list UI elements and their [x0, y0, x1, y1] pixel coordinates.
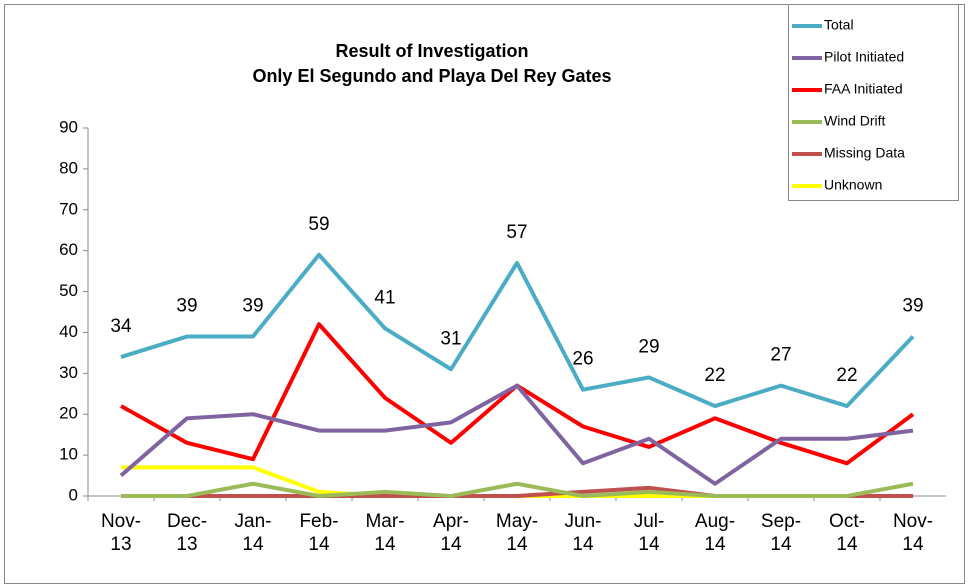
- data-label: 41: [374, 287, 395, 308]
- x-tick-label-box: Dec-13: [166, 511, 208, 555]
- y-tick-label: 30: [59, 363, 78, 382]
- x-tick-label-box: Feb-14: [299, 511, 339, 555]
- series-line: [120, 252, 915, 409]
- data-label: 22: [836, 365, 857, 386]
- data-label: 39: [176, 296, 197, 317]
- x-tick-label: Jul-14: [633, 511, 665, 555]
- x-tick-label: Oct-14: [829, 511, 865, 555]
- legend-label: Pilot Initiated: [824, 49, 904, 65]
- y-tick-label: 90: [59, 117, 78, 136]
- data-label: 22: [704, 365, 725, 386]
- data-label: 39: [902, 296, 923, 317]
- x-tick-label-box: Mar-14: [365, 511, 405, 555]
- series-line: [119, 383, 914, 486]
- y-tick-label: 50: [59, 281, 78, 300]
- x-tick-label-box: Sep-14: [760, 511, 802, 555]
- y-tick-label: 60: [59, 240, 78, 259]
- y-tick-label: 10: [59, 445, 78, 464]
- x-tick-label: Dec-13: [166, 511, 208, 555]
- x-tick-label: Feb-14: [299, 511, 339, 555]
- data-label: 31: [440, 328, 461, 349]
- x-tick-label: Nov-13: [100, 511, 142, 555]
- x-tick-label-box: Oct-14: [829, 511, 865, 555]
- x-tick-label: Jun-14: [564, 511, 602, 555]
- legend-label: Total: [824, 17, 854, 33]
- x-tick-label: Nov-14: [892, 511, 934, 555]
- x-tick-label-box: Nov-13: [100, 511, 142, 555]
- legend-label: Missing Data: [824, 145, 905, 161]
- x-tick-label: Sep-14: [760, 511, 802, 555]
- x-tick-label-box: Nov-14: [892, 511, 934, 555]
- data-label: 26: [572, 349, 593, 370]
- y-tick-label: 70: [59, 199, 78, 218]
- legend-label: FAA Initiated: [824, 81, 903, 97]
- x-tick-label: Aug-14: [694, 511, 736, 555]
- data-label: 34: [110, 316, 132, 337]
- x-tick-label: Apr-14: [433, 511, 469, 555]
- data-label: 39: [242, 296, 263, 317]
- y-tick-label: 40: [59, 322, 78, 341]
- x-tick-label-box: Aug-14: [694, 511, 736, 555]
- x-tick-label-box: May-14: [495, 511, 539, 555]
- y-tick-label: 0: [69, 485, 78, 504]
- legend-label: Unknown: [824, 177, 882, 193]
- data-label: 27: [770, 345, 791, 366]
- chart-title: Result of Investigation: [335, 41, 528, 61]
- y-tick-label: 80: [59, 158, 78, 177]
- x-tick-label-box: Apr-14: [433, 511, 469, 555]
- x-tick-label-box: Jun-14: [564, 511, 602, 555]
- chart-subtitle: Only El Segundo and Playa Del Rey Gates: [252, 66, 611, 86]
- x-tick-label-box: Jul-14: [633, 511, 665, 555]
- x-tick-label-box: Jan-14: [234, 511, 272, 555]
- legend-label: Wind Drift: [824, 113, 886, 129]
- x-tick-label: Mar-14: [365, 511, 405, 555]
- data-label: 57: [506, 222, 527, 243]
- data-label: 59: [308, 214, 329, 235]
- x-tick-label: Jan-14: [234, 511, 272, 555]
- legend-box: [788, 4, 959, 201]
- data-label: 29: [638, 336, 659, 357]
- y-tick-label: 20: [59, 404, 78, 423]
- x-tick-label: May-14: [495, 511, 539, 555]
- series-line: [121, 481, 914, 498]
